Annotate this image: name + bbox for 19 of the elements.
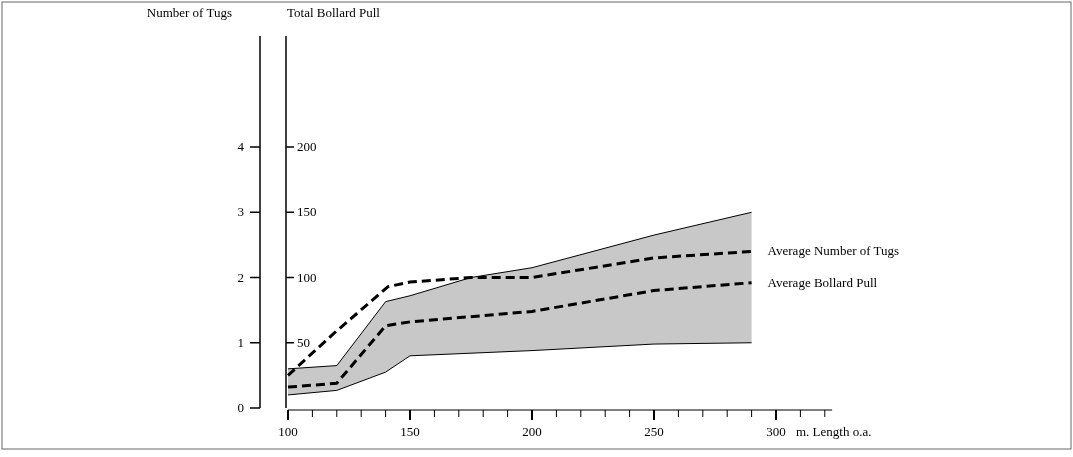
- y2-tick-label: 200: [297, 139, 317, 154]
- x-axis-title: m. Length o.a.: [796, 424, 872, 439]
- series-label: Average Number of Tugs: [767, 243, 900, 259]
- y-tick-label: 2: [237, 269, 244, 285]
- y-axis-title: Number of Tugs: [146, 5, 232, 20]
- series-label: Average Bollard Pull: [767, 274, 878, 290]
- x-tick-label: 250: [644, 424, 664, 439]
- y2-tick-label: 100: [297, 269, 317, 285]
- x-tick-label: 200: [522, 424, 542, 439]
- y2-tick-label: 150: [297, 204, 317, 220]
- x-tick-label: 150: [400, 424, 420, 439]
- y-tick-label: 4: [237, 139, 245, 154]
- y-tick-label: 0: [237, 400, 244, 415]
- x-tick-label: 300: [766, 424, 786, 439]
- y2-tick-label: 50: [297, 334, 310, 350]
- y2-axis-title: Total Bollard Pull: [287, 5, 381, 20]
- y-tick-label: 3: [237, 204, 244, 220]
- y-tick-label: 1: [237, 334, 244, 350]
- x-tick-label: 100: [278, 424, 298, 439]
